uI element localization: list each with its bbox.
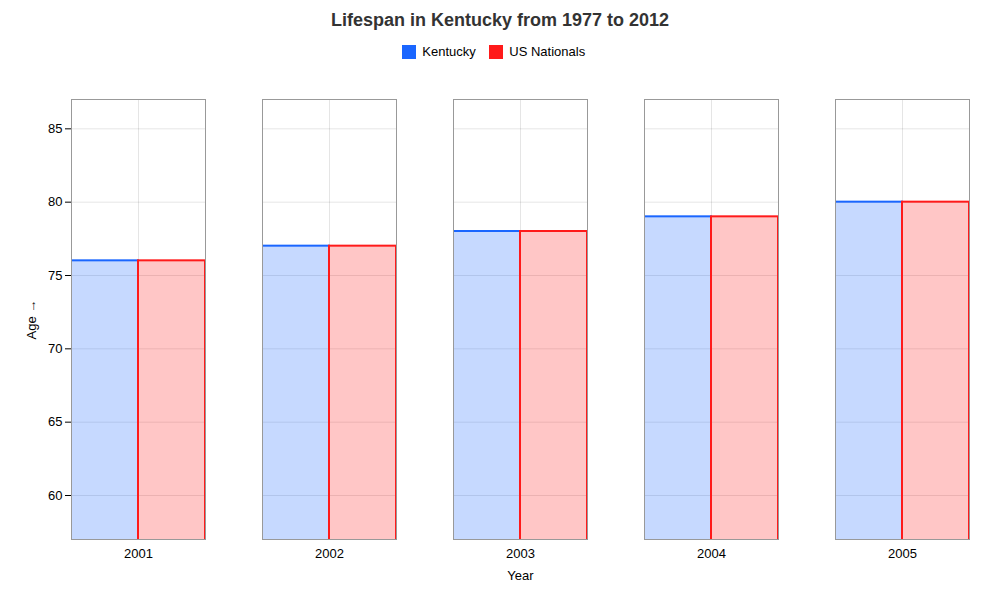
- svg-text:2002: 2002: [315, 545, 344, 560]
- svg-text:85: 85: [48, 120, 62, 135]
- svg-text:60: 60: [48, 487, 62, 502]
- svg-text:80: 80: [48, 194, 62, 209]
- svg-text:70: 70: [48, 340, 62, 355]
- svg-text:2005: 2005: [888, 545, 917, 560]
- svg-text:2003: 2003: [506, 545, 535, 560]
- svg-text:Age →: Age →: [24, 299, 39, 339]
- svg-text:75: 75: [48, 267, 62, 282]
- html-text:Kentucky: Kentucky: [422, 44, 476, 59]
- svg-text:2004: 2004: [697, 545, 726, 560]
- svg-text:Year: Year: [507, 567, 534, 582]
- html-text:Lifespan in Kentucky from 1977: Lifespan in Kentucky from 1977 to 2012: [330, 10, 670, 30]
- svg-text:2001: 2001: [124, 545, 153, 560]
- svg-text:65: 65: [48, 414, 62, 429]
- html-text:US Nationals: US Nationals: [509, 44, 586, 59]
